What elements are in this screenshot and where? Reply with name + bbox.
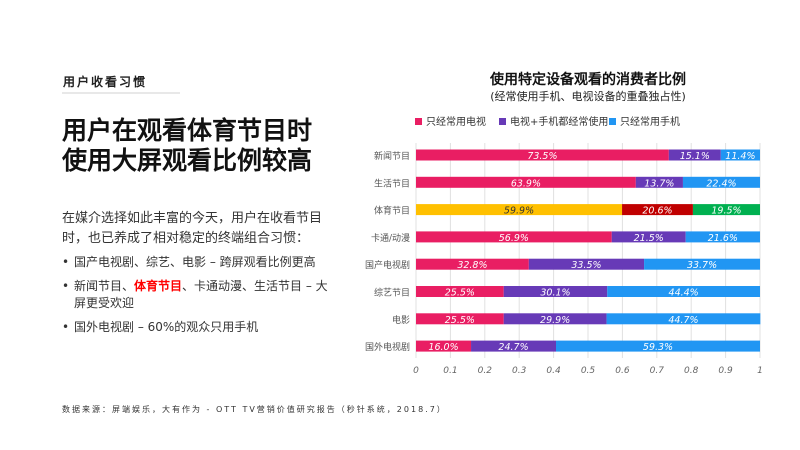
- chart-bars: 新闻节目 73.5% 15.1% 11.4% 生活节目 63.9% 13.7% 22.4% 体育…: [365, 149, 761, 353]
- page-title: 用户在观看体育节目时 使用大屏观看比例较高: [62, 116, 312, 176]
- bullet-text: 、卡通动漫、生活节目 – 大屏更受欢迎: [74, 279, 328, 310]
- bar-segment: [644, 258, 760, 270]
- x-tick-label: 0.1: [443, 366, 457, 376]
- data-label: 63.9%: [511, 178, 541, 189]
- x-tick-label: 0.7: [650, 366, 665, 376]
- legend-swatch: [609, 118, 616, 125]
- bar-segment: [503, 286, 608, 297]
- x-tick-label: 0.9: [718, 366, 733, 376]
- bar-segment: [611, 231, 686, 243]
- data-label: 25.5%: [445, 288, 475, 299]
- data-label: 22.4%: [706, 178, 736, 189]
- section-divider: [62, 92, 180, 94]
- data-label: 33.5%: [571, 260, 601, 271]
- category-label: 体育节目: [374, 205, 410, 217]
- bullet-item: 国产电视剧、综艺、电影 – 跨屏观看比例更高: [62, 254, 337, 271]
- bullet-highlight: 体育节目: [134, 279, 183, 293]
- bar-segment: [668, 149, 721, 161]
- intro-text: 在媒介选择如此丰富的今天，用户在收看节目时，也已养成了相对稳定的终端组合习惯：: [62, 211, 323, 246]
- bar-segment: [471, 340, 557, 352]
- bar-segment: [692, 204, 760, 216]
- x-tick-label: 0.6: [615, 366, 630, 376]
- bar-segment: [556, 340, 760, 352]
- data-label: 73.5%: [527, 151, 557, 162]
- bar-segment: [607, 286, 760, 297]
- data-source: 数据来源：屏端娱乐，大有作为 - OTT TV营销价值研究报告（秒针系统，201…: [62, 405, 447, 414]
- chart-title: 使用特定设备观看的消费者比例: [489, 71, 686, 88]
- x-tick-label: 0.5: [581, 366, 596, 376]
- bar-segment: [416, 231, 612, 243]
- bullet-list: 国产电视剧、综艺、电影 – 跨屏观看比例更高 新闻节目、体育节目、卡通动漫、生活…: [62, 254, 337, 343]
- data-label: 24.7%: [498, 342, 528, 353]
- category-label: 生活节目: [374, 177, 410, 189]
- bullet-item: 新闻节目、体育节目、卡通动漫、生活节目 – 大屏更受欢迎: [62, 278, 337, 312]
- legend-swatch: [499, 118, 506, 125]
- data-label: 33.7%: [687, 260, 717, 271]
- bar-segment: [416, 149, 669, 161]
- bar-segment: [682, 176, 760, 188]
- x-tick-label: 0: [413, 366, 419, 376]
- bar-segment: [416, 204, 623, 216]
- data-label: 25.5%: [445, 315, 475, 326]
- data-label: 15.1%: [680, 151, 710, 162]
- bar-segment: [720, 149, 760, 161]
- section-label: 用户收看习惯: [63, 75, 148, 89]
- bullet-text: 新闻节目、: [74, 279, 135, 293]
- bar-segment: [416, 286, 504, 297]
- bar-segment: [606, 313, 761, 325]
- data-label: 30.1%: [540, 288, 570, 299]
- bullet-item: 国外电视剧 – 60%的观众只用手机: [62, 319, 337, 336]
- data-label: 20.6%: [642, 206, 672, 217]
- bar-segment: [635, 176, 683, 188]
- category-label: 电影: [392, 314, 410, 326]
- legend-label: 电视+手机都经常使用: [510, 115, 608, 128]
- data-label: 13.7%: [644, 178, 674, 189]
- category-label: 国外电视剧: [365, 341, 410, 353]
- data-label: 16.0%: [428, 342, 458, 353]
- legend-label: 只经常用手机: [620, 115, 680, 128]
- data-label: 56.9%: [499, 233, 529, 244]
- data-label: 19.5%: [711, 206, 741, 217]
- data-label: 11.4%: [725, 151, 755, 162]
- bullet-text: 国外电视剧 – 60%的观众只用手机: [74, 320, 259, 334]
- chart-legend: 只经常用电视 电视+手机都经常使用 只经常用手机: [415, 115, 680, 128]
- x-tick-label: 0.2: [478, 366, 493, 376]
- bar-segment: [685, 231, 760, 243]
- data-label: 59.9%: [504, 206, 534, 217]
- bar-segment: [503, 313, 607, 325]
- x-tick-label: 0.3: [512, 366, 527, 376]
- headline-line-2: 使用大屏观看比例较高: [62, 146, 313, 175]
- data-label: 21.5%: [634, 233, 664, 244]
- data-label: 59.3%: [643, 342, 673, 353]
- bar-segment: [416, 313, 504, 325]
- category-label: 综艺节目: [374, 287, 410, 299]
- data-label: 21.6%: [708, 233, 738, 244]
- bar-segment: [416, 258, 529, 270]
- data-label: 44.7%: [668, 315, 698, 326]
- legend-label: 只经常用电视: [426, 115, 486, 128]
- bar-segment: [528, 258, 645, 270]
- bar-segment: [622, 204, 693, 216]
- bar-segment: [416, 340, 472, 352]
- chart-subtitle: (经常使用手机、电视设备的重叠独占性): [490, 89, 686, 103]
- bar-segment: [416, 176, 636, 188]
- data-label: 29.9%: [540, 315, 570, 326]
- x-tick-label: 0.8: [684, 366, 699, 376]
- legend-swatch: [415, 118, 422, 125]
- category-label: 新闻节目: [374, 150, 410, 162]
- x-axis: 0 0.1 0.2 0.3 0.4 0.5 0.6 0.7 0.8 0.9 1: [413, 366, 763, 376]
- data-label: 44.4%: [669, 288, 699, 299]
- x-tick-label: 1: [757, 366, 763, 376]
- headline-line-1: 用户在观看体育节目时: [62, 116, 313, 145]
- category-label: 卡通/动漫: [371, 232, 410, 244]
- x-tick-label: 0.4: [546, 366, 561, 376]
- data-label: 32.8%: [457, 260, 487, 271]
- category-label: 国产电视剧: [365, 259, 410, 271]
- bullet-text: 国产电视剧、综艺、电影 – 跨屏观看比例更高: [74, 255, 316, 269]
